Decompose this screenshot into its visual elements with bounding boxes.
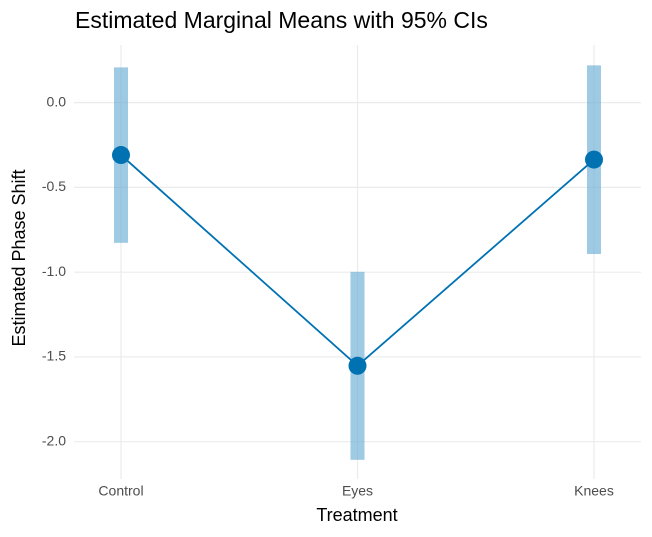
point	[585, 150, 603, 169]
y-tick-label: -0.5	[42, 178, 66, 194]
y-tick-label: -1.5	[42, 348, 66, 364]
x-tick-label: Eyes	[342, 483, 373, 499]
y-tick-label: -1.0	[42, 263, 66, 279]
x-tick-label: Control	[98, 483, 143, 499]
x-tick-label: Knees	[574, 483, 614, 499]
y-tick-label: -2.0	[42, 432, 66, 448]
x-axis-label: Treatment	[316, 505, 397, 525]
y-tick-label: 0.0	[47, 93, 67, 109]
point	[112, 146, 130, 165]
y-axis-label: Estimated Phase Shift	[9, 169, 29, 346]
point	[348, 356, 367, 375]
chart-title: Estimated Marginal Means with 95% CIs	[75, 7, 488, 33]
